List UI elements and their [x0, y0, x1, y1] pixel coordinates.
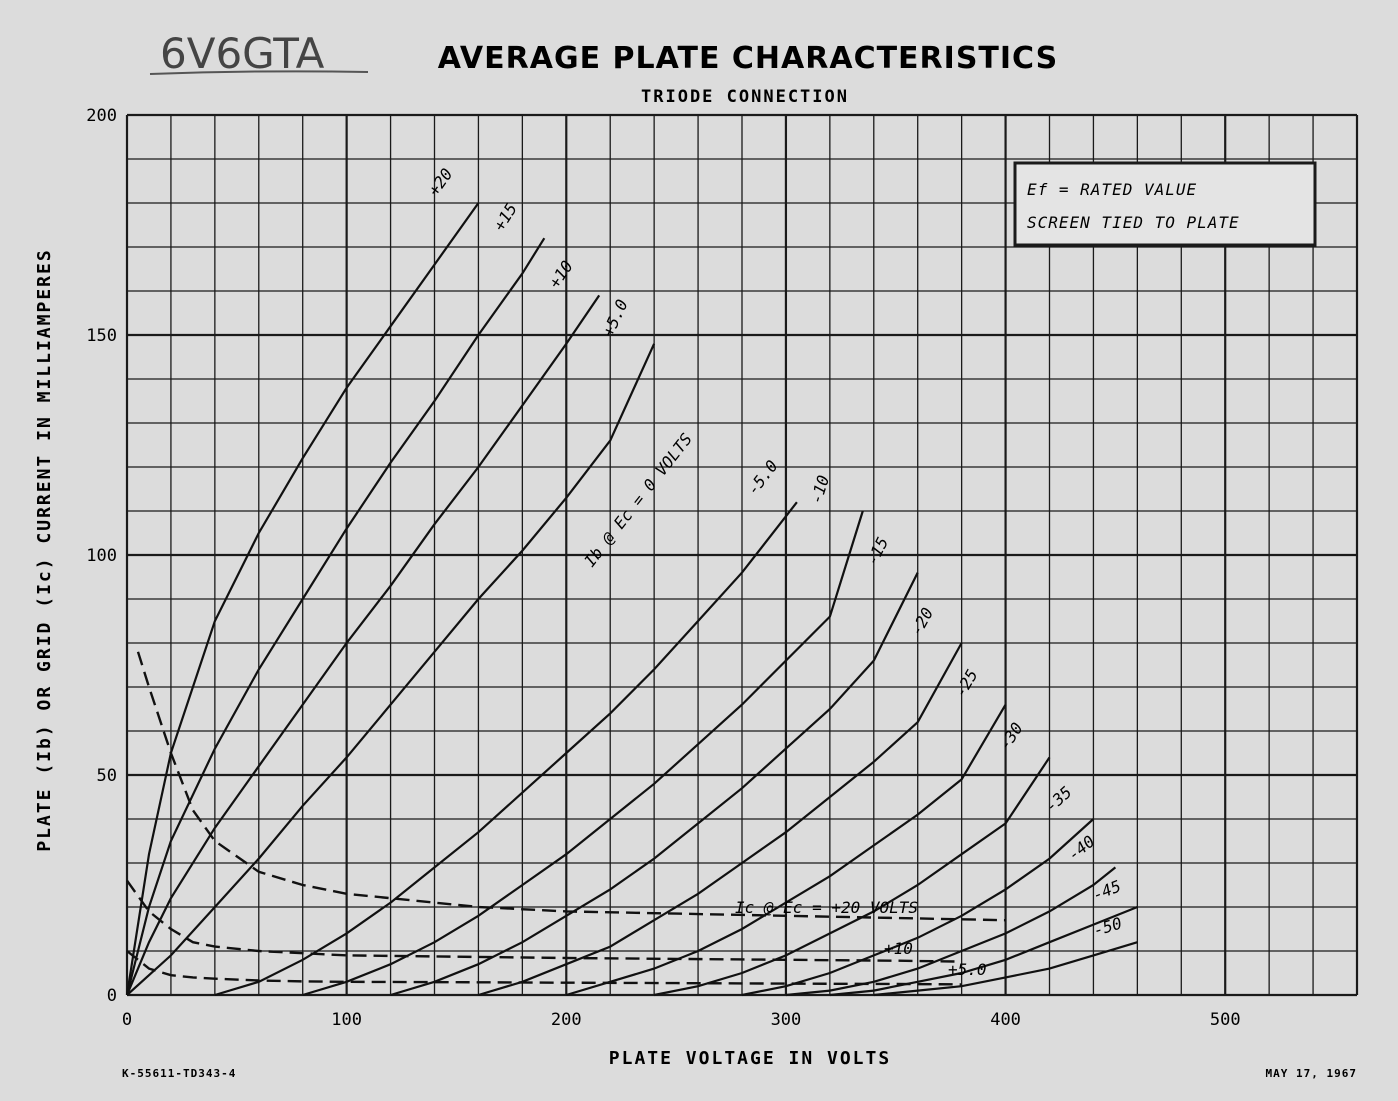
plate-curve-minus45: [829, 905, 1138, 997]
plate-curve-plus20: [125, 202, 480, 996]
grid-curve-label-plus10: +10: [884, 939, 913, 958]
plate-curve-plus10: [125, 294, 601, 996]
plate-current-curves: [125, 202, 1138, 997]
x-tick-label: 100: [331, 1010, 362, 1030]
handwritten-underline: [149, 70, 369, 75]
curve-labels: +20+15+10+5.0-5.0 -10-15-20-25-30-35-40-4…: [424, 165, 1124, 940]
grid-curve-label-plus5: +5.0: [948, 960, 987, 979]
plate-curve-label-plus15: +15: [490, 200, 521, 235]
plate-curve-minus25: [565, 704, 1007, 997]
footer-date: MAY 17, 1967: [1266, 1067, 1357, 1080]
plate-curve-minus30: [653, 756, 1051, 997]
grid-family-label: Ic @ Ec = +20 VOLTS: [735, 898, 918, 917]
plate-curve-label-minus5-0: -5.0: [743, 457, 782, 499]
y-tick-label: 50: [97, 766, 117, 786]
plate-curve-label-minus25: -25: [951, 666, 982, 701]
plate-curve-minus15: [390, 572, 919, 997]
plate-curve-label-plus20: +20: [424, 165, 456, 200]
plate-curve-label-minus20: -20: [907, 604, 938, 638]
chart-title: AVERAGE PLATE CHARACTERISTICS: [438, 41, 1058, 76]
y-tick-label: 200: [86, 106, 117, 126]
y-tick-labels: 0 50 100 150 200: [86, 106, 117, 1006]
footer-drawing-number: K-55611-TD343-4: [122, 1067, 236, 1080]
plate-curve-minus35: [741, 818, 1095, 997]
grid-current-curves: [126, 651, 1006, 986]
plate-curve-label-minus30: -30: [995, 719, 1027, 754]
legend-line-1: Ef = RATED VALUE: [1027, 180, 1197, 199]
plate-curve-minus10: [302, 510, 864, 997]
plate-curve-label-plus10: +10: [545, 257, 577, 292]
x-tick-label: 500: [1210, 1010, 1241, 1030]
x-tick-label: 200: [551, 1010, 582, 1030]
handwritten-tube-label: 6V6GTA: [160, 29, 325, 78]
plate-curve-label-minus35: -35: [1041, 783, 1075, 816]
plate-curve-label-plus5-0: +5.0: [598, 297, 631, 340]
grid-curve-plus20: [136, 651, 1006, 922]
plate-family-label: Ib @ Ec = 0 VOLTS: [580, 430, 696, 571]
plate-curve-plus5-0: [126, 343, 656, 996]
grid-curve-plus5-0: [126, 950, 962, 986]
legend-box-frame: [1013, 161, 1317, 247]
plate-curve-label-minus50: -50: [1091, 914, 1124, 941]
chart-subtitle: TRIODE CONNECTION: [641, 87, 849, 107]
x-axis-label: PLATE VOLTAGE IN VOLTS: [609, 1048, 891, 1069]
plate-curve-minus40: [785, 866, 1117, 997]
legend-line-2: SCREEN TIED TO PLATE: [1027, 213, 1240, 232]
plate-curve-label-minus15: -15: [862, 534, 892, 568]
grid: [125, 113, 1359, 997]
plate-curve-label-minus45: -45: [1090, 876, 1124, 904]
plate-curve-minus5-0: [214, 501, 798, 997]
x-tick-label: 300: [771, 1010, 802, 1030]
y-tick-label: 150: [86, 326, 117, 346]
y-tick-label: 0: [107, 986, 117, 1006]
x-tick-labels: 0 100 200 300 400 500: [122, 1010, 1241, 1030]
grid-curve-plus10: [126, 879, 962, 963]
x-tick-label: 400: [990, 1010, 1021, 1030]
plate-curve-plus15: [125, 237, 546, 996]
y-axis-label: PLATE (Ib) OR GRID (Ic) CURRENT IN MILLI…: [34, 248, 55, 851]
y-tick-label: 100: [86, 546, 117, 566]
plate-curve-minus20: [478, 642, 963, 997]
legend-box: Ef = RATED VALUE SCREEN TIED TO PLATE: [1013, 161, 1317, 247]
x-tick-label: 0: [122, 1010, 132, 1030]
plate-curve-minus50: [873, 941, 1138, 997]
